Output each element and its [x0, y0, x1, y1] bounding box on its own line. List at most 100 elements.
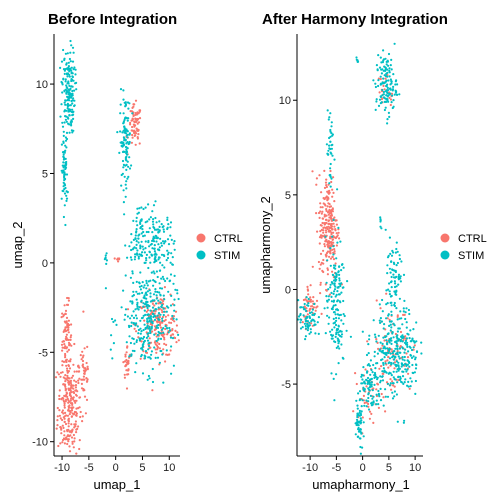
scatter-point: [395, 290, 398, 293]
scatter-point: [391, 391, 394, 394]
scatter-point: [61, 151, 65, 154]
scatter-point: [142, 335, 146, 339]
scatter-point: [68, 99, 71, 102]
scatter-point: [62, 315, 65, 318]
scatter-point: [325, 295, 328, 298]
scatter-point: [63, 157, 66, 161]
scatter-point: [373, 371, 377, 375]
scatter-point: [388, 341, 391, 344]
scatter-point: [356, 412, 359, 415]
scatter-point: [325, 281, 328, 284]
scatter-point: [72, 79, 75, 82]
scatter-point: [321, 269, 324, 272]
scatter-point: [151, 247, 154, 250]
scatter-point: [164, 327, 167, 331]
scatter-point: [162, 307, 165, 310]
scatter-point: [415, 350, 419, 354]
scatter-point: [171, 314, 174, 318]
scatter-point: [64, 354, 67, 357]
scatter-point: [392, 376, 395, 379]
scatter-point: [65, 333, 68, 336]
scatter-point: [121, 159, 125, 163]
scatter-point: [385, 63, 388, 66]
scatter-point: [69, 381, 72, 385]
scatter-point: [155, 240, 158, 243]
scatter-point: [375, 362, 378, 365]
scatter-point: [324, 229, 328, 232]
scatter-point: [170, 372, 173, 375]
scatter-point: [335, 232, 338, 235]
scatter-point: [332, 176, 335, 179]
scatter-point: [311, 308, 314, 311]
scatter-point: [64, 380, 67, 383]
scatter-point: [175, 318, 178, 321]
scatter-point: [146, 321, 149, 324]
scatter-point: [71, 402, 74, 405]
scatter-point: [375, 403, 378, 406]
scatter-point: [134, 371, 137, 374]
scatter-point: [333, 250, 336, 253]
scatter-point: [64, 103, 67, 106]
scatter-point: [122, 122, 125, 125]
scatter-point: [330, 295, 333, 298]
scatter-point: [60, 398, 63, 401]
scatter-point: [129, 110, 132, 113]
scatter-point: [360, 375, 363, 378]
scatter-point: [327, 219, 330, 223]
scatter-point: [335, 373, 338, 376]
scatter-point: [70, 415, 74, 418]
scatter-point: [163, 266, 166, 269]
scatter-point: [156, 326, 160, 329]
scatter-point: [129, 256, 132, 259]
scatter-point: [153, 250, 156, 253]
scatter-point: [139, 332, 142, 335]
scatter-point: [332, 245, 335, 248]
scatter-point: [385, 335, 388, 338]
scatter-point: [117, 260, 120, 263]
scatter-point: [410, 348, 414, 352]
scatter-point: [386, 91, 389, 94]
scatter-point: [390, 260, 393, 263]
scatter-point: [131, 106, 134, 109]
scatter-point: [74, 386, 77, 389]
scatter-point: [393, 367, 396, 370]
scatter-point: [359, 437, 362, 440]
scatter-point: [410, 340, 413, 343]
scatter-point: [389, 98, 393, 101]
scatter-point: [381, 379, 385, 382]
scatter-point: [134, 308, 137, 311]
scatter-point: [131, 117, 134, 120]
scatter-point: [304, 327, 308, 330]
scatter-point: [381, 351, 384, 354]
scatter-point: [333, 275, 336, 279]
scatter-point: [395, 344, 398, 347]
scatter-point: [381, 344, 384, 347]
scatter-point: [331, 134, 334, 137]
scatter-point: [161, 311, 164, 314]
scatter-point: [130, 314, 133, 317]
scatter-point: [71, 92, 74, 95]
scatter-point: [392, 276, 396, 279]
scatter-point: [413, 344, 416, 347]
scatter-point: [371, 397, 374, 400]
scatter-point: [66, 95, 69, 98]
scatter-point: [70, 66, 73, 69]
scatter-point: [379, 56, 382, 59]
scatter-point: [321, 221, 324, 225]
scatter-point: [149, 315, 153, 318]
scatter-point: [395, 247, 398, 251]
y-tick-label: 5: [285, 190, 291, 202]
scatter-point: [127, 369, 130, 372]
scatter-point: [119, 112, 122, 115]
scatter-point: [128, 355, 131, 358]
scatter-point: [304, 317, 307, 320]
scatter-point: [135, 120, 138, 123]
scatter-point: [56, 424, 59, 427]
scatter-point: [126, 256, 129, 259]
scatter-point: [358, 409, 361, 412]
scatter-point: [145, 336, 148, 339]
scatter-point: [384, 57, 387, 60]
scatter-point: [73, 370, 76, 373]
scatter-point: [331, 273, 334, 276]
scatter-point: [394, 83, 397, 86]
